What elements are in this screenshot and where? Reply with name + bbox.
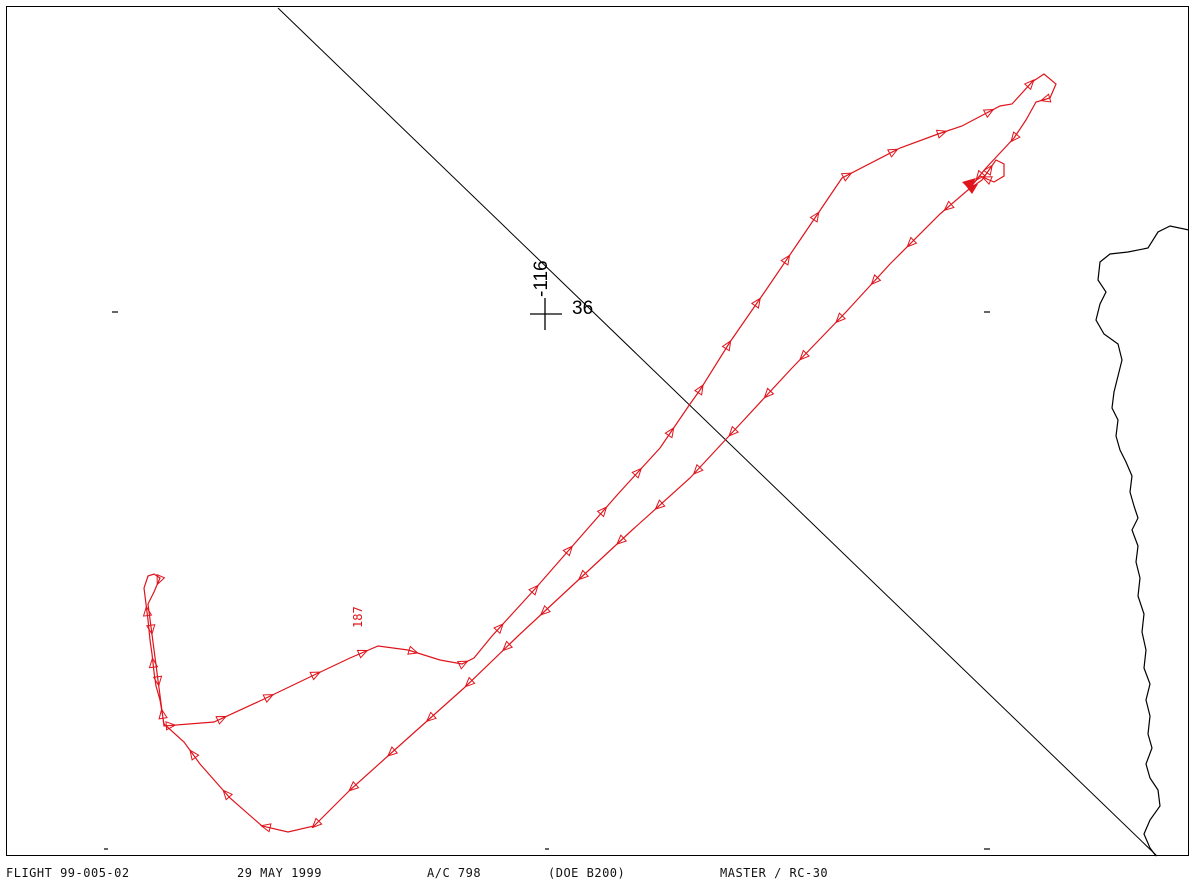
track-direction-arrow [158,708,168,720]
track-direction-arrow [260,823,272,833]
track-label: 187 [351,606,365,628]
track-direction-arrow [1010,131,1021,143]
track-direction-arrow [464,676,476,688]
track-direction-arrow [982,108,995,119]
track-direction-arrow [493,622,504,635]
track-direction-arrow [943,200,955,212]
track-direction-arrow [721,339,732,352]
latitude-label: 36 [572,298,593,319]
footer-aircraft: A/C 798 [427,866,482,880]
track-direction-arrow [189,749,200,761]
track-direction-arrow [577,569,590,581]
track-direction-arrow [728,425,740,437]
flight-track[interactable] [143,73,1057,833]
track-direction-arrow [835,312,847,324]
track-direction-arrow [156,573,166,586]
track-direction-arrow [654,499,666,510]
track-direction-arrow [145,624,156,636]
track-direction-arrow [539,604,551,616]
track-direction-arrow [222,789,234,801]
track-direction-arrow [870,274,882,286]
reference-line [277,7,1158,857]
track-start-marker [962,178,978,194]
track-direction-arrow [148,657,159,669]
track-direction-arrow [309,671,322,681]
track-direction-arrow [982,164,993,176]
track-direction-arrow [693,384,704,396]
track-direction-arrow [1039,93,1052,103]
track-direction-arrow [981,176,993,186]
flight-map[interactable]: -116 36 187 [0,0,1189,860]
track-direction-arrow [840,172,853,182]
track-direction-arrow [348,780,360,792]
track-direction-arrow [906,236,918,248]
track-direction-arrow [799,349,810,361]
track-direction-arrow [763,387,775,399]
track-direction-arrow [935,129,948,139]
track-direction-arrow [165,721,177,731]
track-direction-arrow [528,584,539,596]
track-direction-arrow [692,463,704,475]
track-direction-arrow [975,169,986,182]
longitude-label: -116 [531,260,552,297]
track-direction-arrow [750,297,761,309]
track-direction-arrow [215,716,228,725]
track-direction-arrow [356,649,369,659]
track-direction-arrow [386,746,399,757]
center-crosshair [530,298,562,330]
footer-flight: FLIGHT 99-005-02 [6,866,130,880]
footer-system: MASTER / RC-30 [720,866,829,880]
track-direction-arrow [425,711,437,723]
map-frame [6,6,1189,856]
track-direction-arrow [562,545,574,557]
track-direction-arrow [664,426,675,439]
map-ticks [104,311,990,850]
track-direction-arrow [887,148,899,158]
footer-operator: (DOE B200) [548,866,626,880]
track-direction-arrow [1023,79,1035,91]
track-direction-arrow [780,254,791,266]
track-direction-arrow [456,660,469,670]
track-direction-arrow [262,694,275,704]
track-direction-arrow [152,675,163,687]
track-direction-arrow [616,534,628,546]
coastline [1095,225,1189,857]
track-direction-arrow [502,640,514,652]
track-direction-arrow [631,467,643,479]
track-direction-arrow [311,817,323,829]
track-direction-arrows [142,79,1052,833]
track-direction-arrow [407,645,419,655]
track-direction-arrow [809,211,820,223]
track-direction-arrow [596,506,608,518]
footer-date: 29 MAY 1999 [237,866,322,880]
track-direction-arrow [142,605,153,617]
